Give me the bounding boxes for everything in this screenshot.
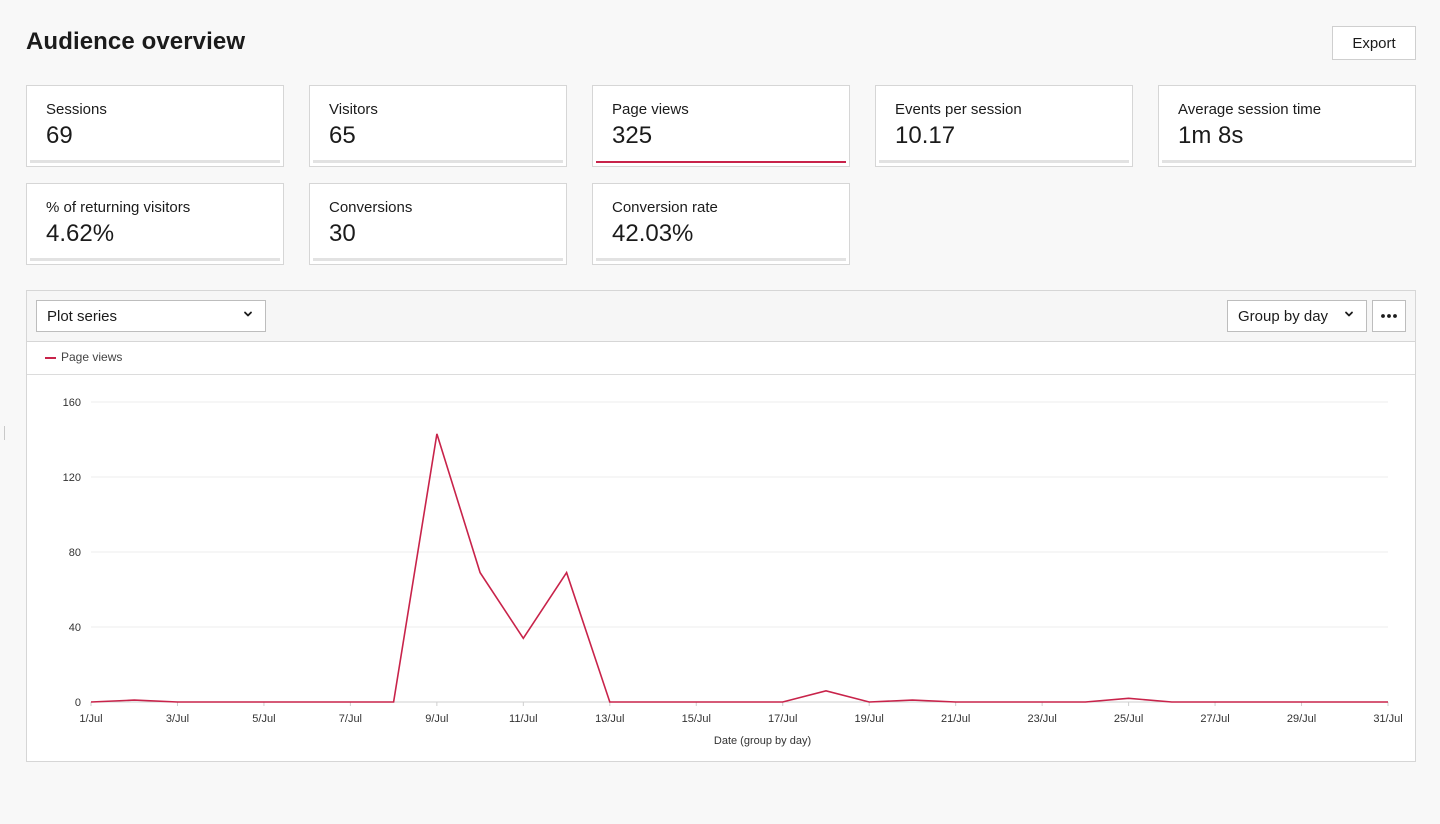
x-tick-label: 23/Jul bbox=[1027, 713, 1056, 725]
stat-card-sessions[interactable]: Sessions 69 bbox=[26, 85, 284, 167]
stat-label: Visitors bbox=[329, 101, 378, 118]
x-tick-label: 15/Jul bbox=[682, 713, 711, 725]
stat-label: Conversion rate bbox=[612, 199, 718, 216]
chart-legend: Page views bbox=[27, 342, 1415, 375]
stat-value: 69 bbox=[46, 122, 73, 149]
x-tick-label: 13/Jul bbox=[595, 713, 624, 725]
chart-toolbar: Plot series Group by day bbox=[27, 291, 1415, 342]
x-tick-label: 5/Jul bbox=[252, 713, 275, 725]
stat-value: 4.62% bbox=[46, 220, 115, 247]
stat-card-average-session-time[interactable]: Average session time 1m 8s bbox=[1158, 85, 1416, 167]
stat-card-conversions[interactable]: Conversions 30 bbox=[309, 183, 567, 265]
chevron-down-icon bbox=[244, 311, 252, 317]
line-chart: 0 40 80 120 160 1/Jul 3/Jul 5/Jul 7/Jul 9/Jul 11/J… bbox=[63, 397, 1403, 747]
more-icon bbox=[1381, 314, 1397, 318]
export-button[interactable]: Export bbox=[1332, 26, 1416, 60]
x-tick-label: 17/Jul bbox=[768, 713, 797, 725]
stat-indicator-bar bbox=[30, 160, 280, 163]
stat-indicator-bar bbox=[313, 160, 563, 163]
legend-label: Page views bbox=[61, 350, 123, 364]
stat-label: Average session time bbox=[1178, 101, 1322, 118]
more-options-button[interactable] bbox=[1372, 300, 1406, 332]
stat-indicator-bar bbox=[879, 160, 1129, 163]
stat-indicator-bar-active bbox=[596, 161, 846, 163]
y-tick-label: 80 bbox=[69, 547, 81, 559]
stat-indicator-bar bbox=[313, 258, 563, 261]
x-tick-label: 3/Jul bbox=[166, 713, 189, 725]
x-tick-label: 27/Jul bbox=[1200, 713, 1229, 725]
stat-card-page-views[interactable]: Page views 325 bbox=[592, 85, 850, 167]
stat-value: 42.03% bbox=[612, 220, 694, 247]
stat-value: 10.17 bbox=[895, 122, 956, 149]
chart-panel: Plot series Group by day Page views 0 40 8… bbox=[26, 290, 1416, 762]
x-axis-label: Date (group by day) bbox=[714, 735, 811, 747]
y-tick-label: 160 bbox=[63, 397, 81, 409]
stat-value: 30 bbox=[329, 220, 356, 247]
stat-value: 325 bbox=[612, 122, 653, 149]
x-tick-label: 21/Jul bbox=[941, 713, 970, 725]
stat-card-events-per-session[interactable]: Events per session 10.17 bbox=[875, 85, 1133, 167]
group-by-dropdown[interactable]: Group by day bbox=[1227, 300, 1367, 332]
legend-swatch bbox=[45, 357, 56, 359]
x-tick-label: 11/Jul bbox=[509, 713, 538, 725]
stat-indicator-bar bbox=[1162, 160, 1412, 163]
group-by-label: Group by day bbox=[1238, 308, 1329, 325]
plot-series-label: Plot series bbox=[47, 308, 118, 325]
plot-series-dropdown[interactable]: Plot series bbox=[36, 300, 266, 332]
y-tick-label: 40 bbox=[69, 622, 81, 634]
stat-label: Events per session bbox=[895, 101, 1022, 118]
stat-value: 1m 8s bbox=[1178, 122, 1244, 149]
stat-card-visitors[interactable]: Visitors 65 bbox=[309, 85, 567, 167]
x-tick-label: 19/Jul bbox=[855, 713, 884, 725]
stat-value: 65 bbox=[329, 122, 356, 149]
x-tick-label: 31/Jul bbox=[1373, 713, 1402, 725]
x-tick-label: 7/Jul bbox=[339, 713, 362, 725]
series-line-page-views bbox=[90, 433, 1388, 703]
page-title: Audience overview bbox=[26, 28, 246, 55]
stat-card-returning-visitors[interactable]: % of returning visitors 4.62% bbox=[26, 183, 284, 265]
y-tick-label: 0 bbox=[75, 697, 81, 709]
stat-card-conversion-rate[interactable]: Conversion rate 42.03% bbox=[592, 183, 850, 265]
stat-label: Conversions bbox=[329, 199, 413, 216]
y-tick-label: 120 bbox=[63, 472, 81, 484]
stat-label: % of returning visitors bbox=[46, 199, 191, 216]
x-tick-label: 1/Jul bbox=[79, 713, 102, 725]
stat-label: Sessions bbox=[46, 101, 107, 118]
x-tick-label: 29/Jul bbox=[1287, 713, 1316, 725]
x-tick-label: 9/Jul bbox=[425, 713, 448, 725]
stat-indicator-bar bbox=[30, 258, 280, 261]
chevron-down-icon bbox=[1345, 311, 1353, 317]
x-tick-label: 25/Jul bbox=[1114, 713, 1143, 725]
stat-label: Page views bbox=[612, 101, 689, 118]
resize-handle[interactable] bbox=[4, 426, 5, 440]
stat-indicator-bar bbox=[596, 258, 846, 261]
